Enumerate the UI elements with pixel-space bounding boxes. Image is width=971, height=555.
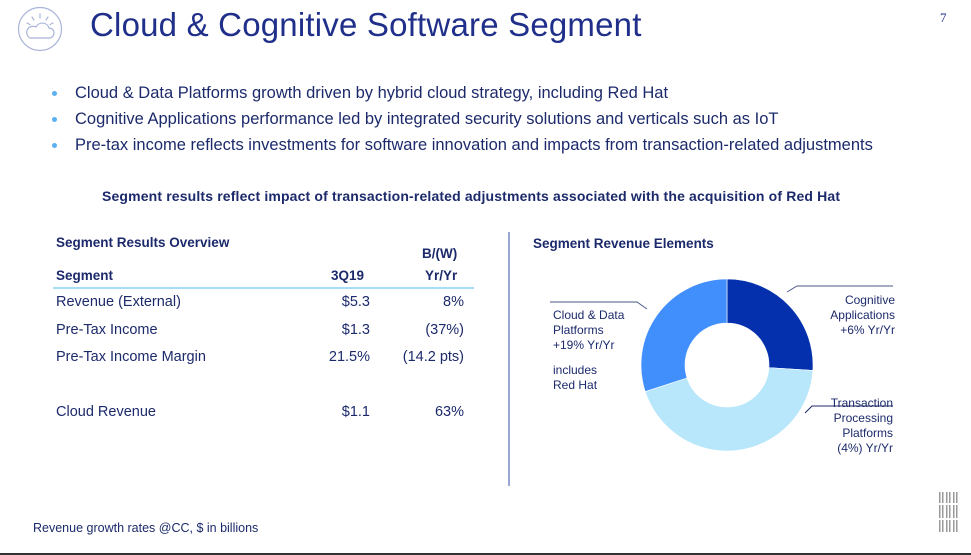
label-line: Platforms bbox=[842, 426, 893, 440]
label-line: Processing bbox=[833, 411, 893, 425]
label-line: Platforms bbox=[553, 323, 604, 337]
row-value: $1.1 bbox=[341, 404, 370, 420]
row-value: 21.5% bbox=[328, 349, 370, 365]
label-line: +19% Yr/Yr bbox=[553, 338, 615, 352]
label-line: Applications bbox=[830, 308, 895, 322]
cloud-sun-icon bbox=[17, 6, 63, 52]
row-value: $1.3 bbox=[341, 322, 370, 338]
label-line: +6% Yr/Yr bbox=[840, 323, 895, 337]
row-change: 63% bbox=[434, 404, 464, 420]
table-row: Pre-Tax Income $1.3 (37%) bbox=[56, 322, 464, 342]
col-header-change-bottom: Yr/Yr bbox=[425, 268, 458, 283]
donut-slice-cognitive-applications bbox=[726, 278, 814, 371]
label-cloud-data: Cloud & Data Platforms +19% Yr/Yr includ… bbox=[553, 308, 624, 393]
row-label: Pre-Tax Income bbox=[56, 322, 158, 338]
row-change: (37%) bbox=[425, 322, 464, 338]
donut-slice-cloud-data-platforms bbox=[640, 278, 728, 392]
table-row: Cloud Revenue $1.1 63% bbox=[56, 404, 464, 424]
bullet-text: Cognitive Applications performance led b… bbox=[75, 110, 779, 128]
label-line: Cognitive bbox=[844, 293, 895, 307]
header-divider bbox=[53, 287, 474, 289]
label-line: Cloud & Data bbox=[553, 308, 625, 322]
row-change: 8% bbox=[443, 294, 464, 310]
label-transaction: Transaction Processing Platforms (4%) Yr… bbox=[831, 396, 893, 456]
row-label: Cloud Revenue bbox=[56, 404, 156, 420]
col-header-period: 3Q19 bbox=[331, 268, 365, 283]
bullet-icon bbox=[52, 143, 57, 148]
label-note: includes bbox=[553, 363, 598, 377]
footnote: Revenue growth rates @CC, $ in billions bbox=[33, 521, 259, 535]
chart-title: Segment Revenue Elements bbox=[533, 236, 714, 251]
ibm-logo-icon bbox=[937, 492, 959, 532]
label-line: (4%) Yr/Yr bbox=[837, 441, 893, 455]
label-line: Transaction bbox=[830, 396, 893, 410]
table-row: Pre-Tax Income Margin 21.5% (14.2 pts) bbox=[56, 349, 464, 369]
bullet-item: Pre-tax income reflects investments for … bbox=[48, 132, 873, 158]
bullet-text: Pre-tax income reflects investments for … bbox=[75, 136, 873, 154]
bullet-item: Cloud & Data Platforms growth driven by … bbox=[48, 80, 873, 106]
bullet-list: Cloud & Data Platforms growth driven by … bbox=[48, 80, 873, 158]
leader-line-cognitive bbox=[786, 285, 893, 293]
row-label: Pre-Tax Income Margin bbox=[56, 349, 206, 365]
table-title: Segment Results Overview bbox=[56, 235, 230, 250]
row-change: (14.2 pts) bbox=[402, 349, 464, 365]
col-header-change-top: B/(W) bbox=[422, 246, 458, 261]
label-cognitive: Cognitive Applications +6% Yr/Yr bbox=[830, 293, 895, 338]
donut-slice-transaction-processing-platforms bbox=[644, 367, 814, 452]
table-row: Revenue (External) $5.3 8% bbox=[56, 294, 464, 314]
bullet-text: Cloud & Data Platforms growth driven by … bbox=[75, 84, 669, 102]
label-note: Red Hat bbox=[553, 378, 598, 392]
row-value: $5.3 bbox=[341, 294, 370, 310]
section-subheading: Segment results reflect impact of transa… bbox=[102, 188, 841, 204]
row-label: Revenue (External) bbox=[56, 294, 181, 310]
bottom-rule bbox=[0, 553, 971, 555]
page-title: Cloud & Cognitive Software Segment bbox=[90, 6, 642, 43]
bullet-icon bbox=[52, 117, 57, 122]
bullet-item: Cognitive Applications performance led b… bbox=[48, 106, 873, 132]
bullet-icon bbox=[52, 91, 57, 96]
col-header-segment: Segment bbox=[56, 268, 114, 283]
section-divider bbox=[508, 232, 510, 486]
page-number: 7 bbox=[940, 10, 947, 25]
